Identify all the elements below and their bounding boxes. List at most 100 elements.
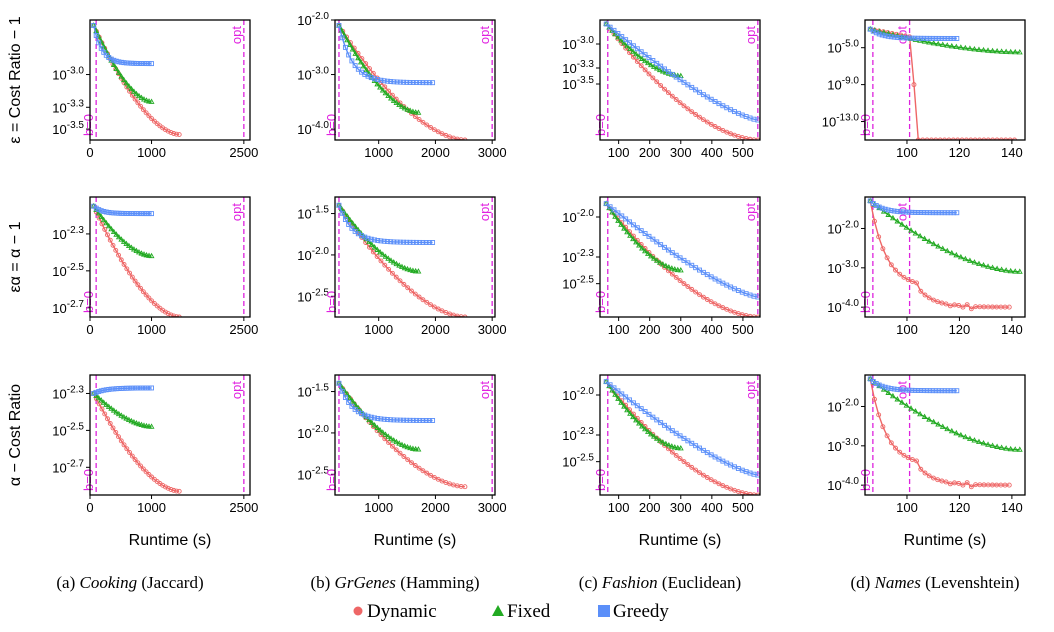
- point-fixed: [1003, 267, 1010, 273]
- point-fixed: [994, 48, 1001, 54]
- point-dynamic: [149, 298, 155, 304]
- point-greedy: [423, 80, 429, 86]
- point-fixed: [128, 85, 135, 92]
- point-fixed: [366, 238, 373, 245]
- b0-label: b=0: [81, 469, 96, 491]
- point-fixed: [633, 50, 639, 57]
- point-dynamic: [428, 124, 434, 130]
- point-dynamic: [669, 271, 675, 277]
- point-greedy: [91, 23, 97, 28]
- point-fixed: [108, 225, 115, 232]
- legend-marker-dynamic: [353, 606, 363, 616]
- point-greedy: [891, 208, 897, 214]
- point-greedy: [936, 35, 942, 41]
- point-greedy: [615, 210, 621, 216]
- point-fixed: [653, 435, 660, 441]
- point-greedy: [141, 61, 147, 66]
- opt-label: opt: [229, 203, 244, 221]
- point-dynamic: [901, 452, 907, 458]
- point-greedy: [368, 236, 374, 242]
- series-line-dynamic: [338, 382, 465, 488]
- point-greedy: [897, 387, 903, 393]
- point-greedy: [136, 211, 142, 217]
- point-dynamic: [677, 278, 683, 284]
- point-fixed: [118, 236, 125, 242]
- point-greedy: [101, 49, 107, 55]
- point-dynamic: [946, 137, 952, 140]
- y-tick-label: 10-3.0: [52, 66, 84, 83]
- point-fixed: [105, 403, 112, 409]
- point-greedy: [954, 388, 960, 394]
- point-dynamic: [963, 137, 969, 140]
- point-greedy: [139, 211, 144, 217]
- point-greedy: [634, 403, 640, 409]
- point-greedy: [397, 239, 403, 245]
- point-dynamic: [994, 137, 1000, 140]
- point-dynamic: [968, 306, 974, 312]
- point-dynamic: [638, 63, 644, 69]
- point-greedy: [417, 80, 423, 86]
- point-greedy: [98, 45, 104, 51]
- point-fixed: [650, 63, 657, 69]
- point-fixed: [639, 245, 645, 251]
- y-tick-label: 10-2.0: [562, 208, 594, 225]
- y-tick-label: 10-2.5: [562, 453, 594, 470]
- point-dynamic: [918, 288, 924, 294]
- point-fixed: [128, 244, 135, 250]
- point-fixed: [615, 395, 622, 401]
- point-greedy: [882, 33, 888, 39]
- point-greedy: [921, 210, 927, 216]
- point-dynamic: [386, 266, 392, 272]
- point-dynamic: [935, 477, 941, 483]
- point-greedy: [123, 60, 129, 66]
- point-fixed: [966, 45, 973, 51]
- point-greedy: [417, 417, 423, 423]
- point-fixed: [921, 235, 928, 241]
- point-greedy: [662, 244, 667, 250]
- point-greedy: [623, 216, 629, 222]
- x-tick-label: 100: [608, 322, 630, 337]
- point-fixed: [382, 253, 389, 259]
- point-dynamic: [171, 131, 177, 136]
- point-greedy: [654, 239, 660, 245]
- x-axis-label: Runtime (s): [129, 532, 212, 549]
- point-dynamic: [1007, 137, 1013, 140]
- point-greedy: [906, 209, 912, 215]
- point-greedy: [146, 385, 152, 391]
- point-fixed: [355, 54, 362, 61]
- point-greedy: [669, 71, 675, 77]
- point-greedy: [141, 385, 147, 391]
- point-fixed: [379, 429, 386, 435]
- point-dynamic: [720, 127, 726, 133]
- point-fixed: [921, 38, 928, 44]
- series-line-greedy: [338, 25, 433, 84]
- point-greedy: [924, 210, 930, 216]
- point-dynamic: [140, 107, 146, 113]
- point-greedy: [954, 36, 960, 41]
- point-greedy: [619, 391, 625, 397]
- point-fixed: [935, 421, 942, 427]
- x-tick-label: 3000: [478, 322, 507, 337]
- point-fixed: [366, 416, 373, 423]
- point-dynamic: [374, 254, 380, 259]
- y-tick-label: 10-2.7: [52, 458, 84, 475]
- point-fixed: [412, 267, 419, 274]
- point-greedy: [93, 33, 99, 38]
- point-fixed: [401, 264, 408, 271]
- point-fixed: [143, 97, 150, 103]
- point-greedy: [336, 202, 342, 208]
- point-greedy: [430, 240, 436, 245]
- x-tick-label: 2500: [229, 145, 258, 160]
- point-greedy: [394, 417, 400, 423]
- point-dynamic: [105, 232, 110, 238]
- point-greedy: [375, 238, 381, 243]
- point-fixed: [401, 104, 408, 111]
- point-greedy: [404, 79, 410, 85]
- point-dynamic: [716, 303, 722, 309]
- point-dynamic: [704, 297, 710, 302]
- point-dynamic: [985, 137, 991, 140]
- point-fixed: [110, 407, 117, 413]
- point-fixed: [674, 266, 681, 273]
